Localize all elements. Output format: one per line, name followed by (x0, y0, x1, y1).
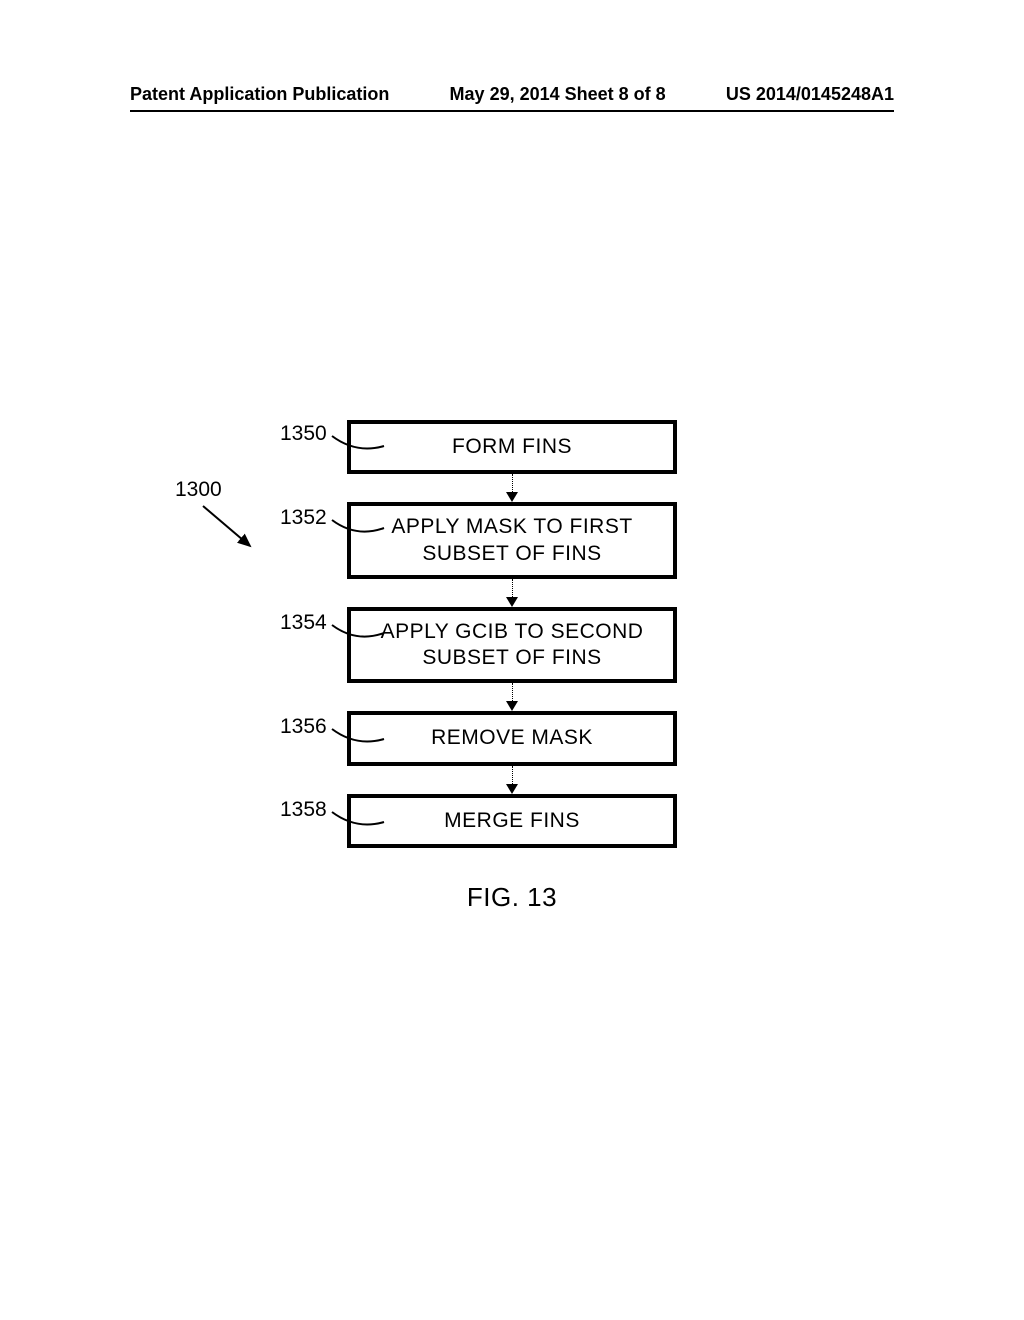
flow-box-text: APPLY MASK TO FIRSTSUBSET OF FINS (391, 515, 632, 564)
flow-row: 1358 MERGE FINS (0, 794, 1024, 848)
flow-arrow (506, 766, 518, 794)
node-label-1358: 1358 (280, 798, 327, 822)
flow-row: 1350 FORM FINS (0, 420, 1024, 474)
flow-row: 1356 REMOVE MASK (0, 711, 1024, 765)
node-label-1356: 1356 (280, 715, 327, 739)
flow-box-text: FORM FINS (452, 435, 572, 458)
flow-box-1352: APPLY MASK TO FIRSTSUBSET OF FINS (347, 502, 677, 579)
header-left: Patent Application Publication (130, 84, 389, 105)
flow-box-1350: FORM FINS (347, 420, 677, 474)
flow-row: 1354 APPLY GCIB TO SECONDSUBSET OF FINS (0, 607, 1024, 684)
flow-box-text: APPLY GCIB TO SECONDSUBSET OF FINS (381, 620, 644, 669)
flow-box-text: REMOVE MASK (431, 726, 593, 749)
flow-arrow (506, 683, 518, 711)
figure-caption: FIG. 13 (467, 882, 557, 913)
flow-row: 1352 APPLY MASK TO FIRSTSUBSET OF FINS (0, 502, 1024, 579)
flow-arrow (506, 579, 518, 607)
flow-box-1354: APPLY GCIB TO SECONDSUBSET OF FINS (347, 607, 677, 684)
flow-box-1356: REMOVE MASK (347, 711, 677, 765)
node-label-1352: 1352 (280, 506, 327, 530)
node-label-1350: 1350 (280, 422, 327, 446)
page-header: Patent Application Publication May 29, 2… (0, 84, 1024, 105)
flow-box-text: MERGE FINS (444, 809, 580, 832)
flowchart: 1350 FORM FINS 1352 APPLY MASK TO FIRSTS… (0, 420, 1024, 913)
header-right: US 2014/0145248A1 (726, 84, 894, 105)
flow-arrow (506, 474, 518, 502)
flow-box-1358: MERGE FINS (347, 794, 677, 848)
node-label-1354: 1354 (280, 611, 327, 635)
header-center: May 29, 2014 Sheet 8 of 8 (450, 84, 666, 105)
header-rule (130, 110, 894, 112)
